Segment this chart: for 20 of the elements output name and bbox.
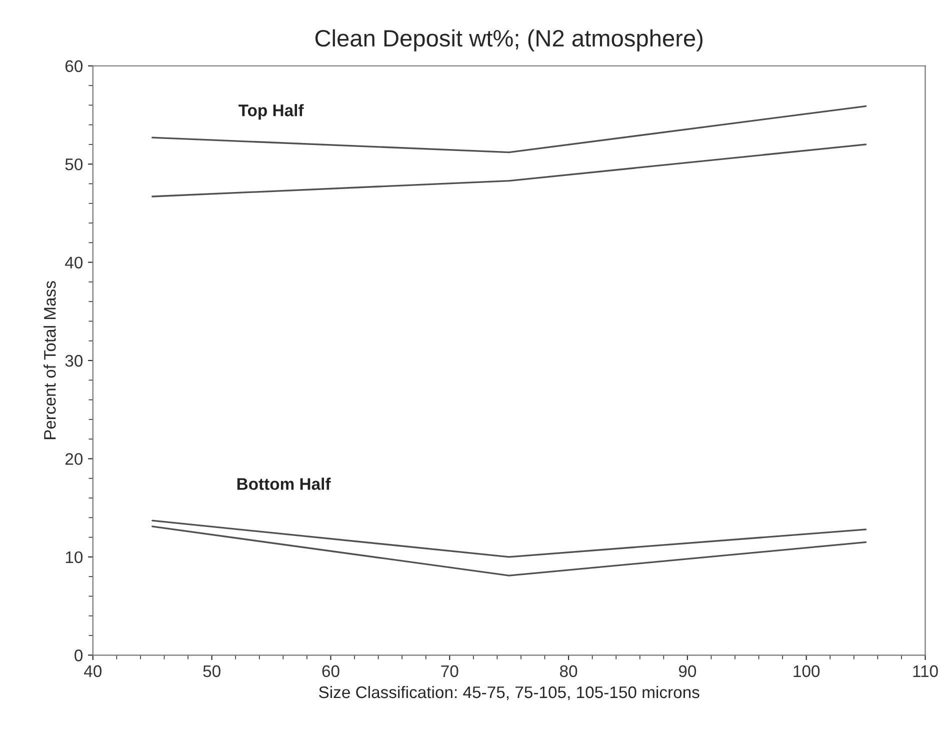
chart-title: Clean Deposit wt%; (N2 atmosphere) [315, 29, 702, 52]
y-tick-label: 30 [65, 354, 83, 367]
y-tick-label: 10 [66, 551, 83, 564]
y-tick-label: 20 [65, 453, 83, 465]
annotation: Top Half [238, 104, 304, 120]
x-tick-label: 110 [913, 665, 938, 678]
x-tick-label: 40 [84, 665, 102, 678]
y-tick-label: 40 [65, 256, 83, 269]
y-tick-label: 0 [74, 650, 83, 662]
x-tick-label: 100 [794, 665, 820, 678]
x-tick-label: 70 [441, 665, 458, 678]
x-tick-label: 80 [560, 665, 578, 678]
x-tick-label: 60 [322, 665, 340, 678]
x-axis-title: Size Classification: 45-75, 75-105, 105-150 microns [319, 686, 700, 700]
y-axis-title: Percent of Total Mass [44, 281, 56, 440]
annotation: Bottom Half [237, 478, 331, 490]
y-tick-label: 50 [65, 158, 83, 170]
x-tick-label: 90 [678, 665, 696, 678]
y-tick-label: 60 [65, 60, 83, 72]
x-tick-label: 50 [203, 665, 220, 678]
